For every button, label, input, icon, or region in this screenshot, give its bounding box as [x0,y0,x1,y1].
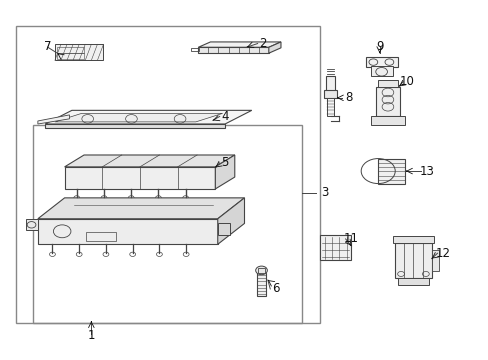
Text: 4: 4 [221,110,228,123]
Polygon shape [55,113,222,122]
Polygon shape [217,198,244,244]
Bar [33,125,301,323]
Text: 1: 1 [87,329,95,342]
Bar [326,98,334,116]
Bar [57,53,84,59]
Bar [366,57,397,67]
Text: 10: 10 [399,75,414,88]
Bar [377,158,404,184]
Polygon shape [64,167,215,189]
Polygon shape [268,42,281,53]
Bar [392,236,433,243]
Bar [258,267,264,273]
Bar [57,48,84,53]
Polygon shape [26,219,38,230]
Bar [370,66,392,76]
Polygon shape [38,115,69,124]
Text: 11: 11 [343,233,358,246]
Bar [16,26,319,323]
Text: 12: 12 [434,247,449,260]
Polygon shape [64,155,234,167]
Text: 5: 5 [221,156,228,169]
Text: 8: 8 [345,91,352,104]
Bar [324,90,336,98]
Text: 2: 2 [259,37,266,50]
Bar [394,243,431,278]
Polygon shape [198,47,268,53]
Polygon shape [215,155,234,189]
Polygon shape [217,224,229,235]
Circle shape [255,266,267,275]
Bar [325,76,335,91]
Bar [377,80,397,87]
Polygon shape [38,198,244,219]
Text: 9: 9 [375,40,383,53]
Bar [55,44,103,60]
Bar [257,273,265,296]
Text: 7: 7 [44,40,51,53]
Polygon shape [45,111,251,124]
Bar [191,48,199,51]
Text: 13: 13 [419,165,433,177]
Bar [375,87,399,116]
Bar [370,116,404,125]
Text: 3: 3 [321,186,328,199]
Bar [86,232,116,241]
Bar [431,249,438,271]
Bar [397,278,428,285]
Polygon shape [45,124,224,128]
Polygon shape [198,42,281,47]
Bar [319,235,351,260]
Text: 6: 6 [272,283,279,296]
Polygon shape [38,219,217,244]
